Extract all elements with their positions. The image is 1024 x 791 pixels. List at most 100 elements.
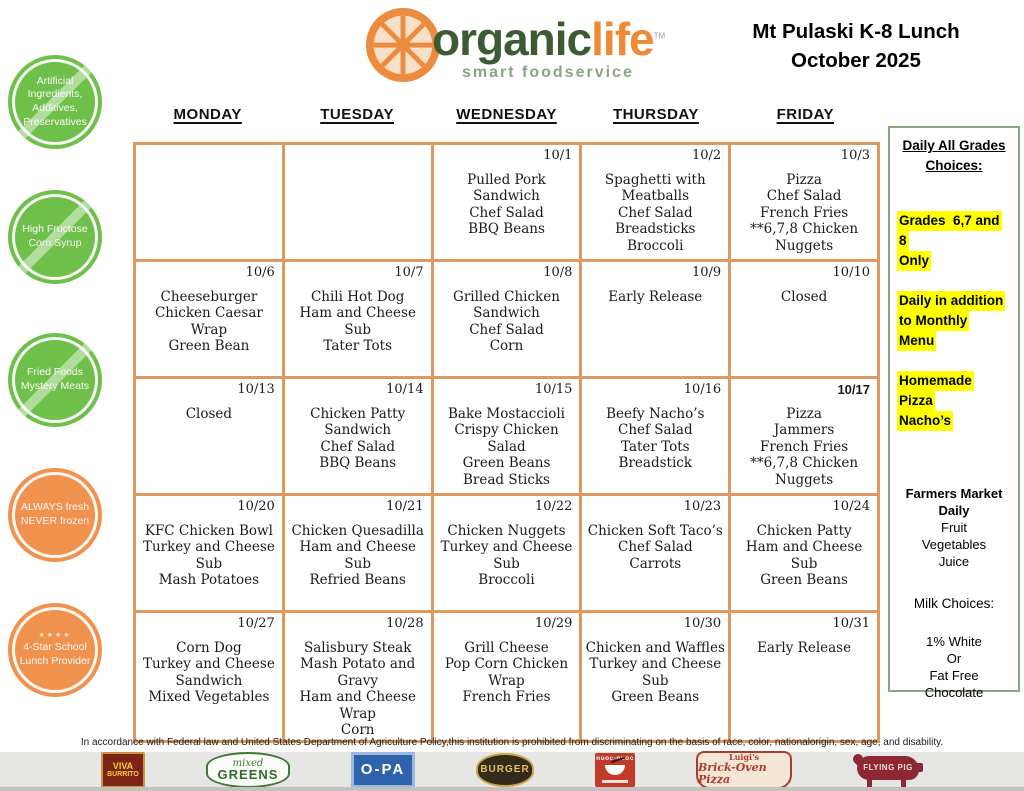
cell-menu-items: Chicken and Waffles Turkey and Cheese Sub… (585, 640, 725, 706)
calendar-week-row: 10/1 Pulled Pork Sandwich Chef Salad BBQ Be… (133, 142, 880, 262)
calendar-cell: 10/20 KFC Chicken Bowl Turkey and Cheese S… (133, 493, 285, 613)
calendar-cell: 10/3 Pizza Chef Salad French Fries **6,7,8 C… (728, 142, 880, 262)
milk-choices-title: Milk Choices: (913, 596, 995, 612)
menu-item: Chicken Soft Taco’s (587, 523, 723, 539)
cell-date: 10/23 (683, 499, 722, 514)
bottom-bar (0, 787, 1024, 791)
no-artificial-ingredients-badge: Artificial Ingredients, Additives, Prese… (8, 55, 102, 149)
stars-icon: ★★★★ (38, 632, 72, 640)
cell-menu-items: Early Release (585, 289, 725, 305)
calendar-grid: 10/1 Pulled Pork Sandwich Chef Salad BBQ Be… (133, 142, 880, 743)
luigis-brick-oven-pizza-logo: Luigi's Brick-Oven Pizza (696, 750, 792, 789)
calendar-week-row: 10/20 KFC Chicken Bowl Turkey and Cheese S… (133, 493, 880, 613)
calendar-cell: 10/27 Corn Dog Turkey and Cheese Sandwich M… (133, 610, 285, 743)
cell-menu-items: Cheeseburger Chicken Caesar Wrap Green Bea… (139, 289, 279, 355)
menu-item: Beefy Nacho’s (606, 406, 705, 422)
menu-item: Tater Tots (323, 338, 392, 355)
cell-date: 10/8 (543, 265, 573, 280)
menu-item: Broccoli (627, 237, 684, 254)
menu-item: Broccoli (478, 572, 535, 589)
calendar-cell: 10/22 Chicken Nuggets Turkey and Cheese Su… (430, 493, 583, 613)
cell-date (288, 146, 428, 148)
calendar-cell: 10/24 Chicken Patty Ham and Cheese Sub Gree… (728, 493, 880, 613)
badge-label: High Fructose Corn Syrup (22, 223, 88, 249)
menu-item: Chef Salad (469, 204, 544, 221)
calendar-cell: 10/30 Chicken and Waffles Turkey and Chees… (579, 610, 732, 743)
cell-date: 10/10 (832, 265, 870, 280)
burger-logo: BURGER (476, 752, 534, 787)
calendar-cell: 10/9 Early Release (579, 259, 732, 379)
menu-item: Salisbury Steak (303, 640, 412, 656)
menu-item: Pulled Pork Sandwich (467, 172, 546, 205)
cell-menu-items: Grilled Chicken Sandwich Chef Salad Corn (437, 289, 577, 355)
calendar-cell: 10/14 Chicken Patty Sandwich Chef Salad BBQ… (281, 376, 434, 496)
menu-item: Ham and Cheese Wrap (299, 689, 416, 722)
calendar-cell: 10/17 Pizza Jammers French Fries **6,7,8 Chi… (728, 376, 880, 496)
menu-item: Corn Dog (176, 640, 242, 656)
pig-icon: FLYING PIG (857, 755, 923, 780)
menu-item: Chicken Nuggets (447, 523, 566, 539)
menu-item: Grill Cheese (464, 640, 549, 656)
menu-title: Mt Pulaski K-8 Lunch October 2025 (728, 18, 984, 75)
cell-date: 10/13 (237, 382, 275, 397)
menu-item: Chicken and Waffles (585, 640, 725, 656)
weekday-label: WEDNESDAY (456, 106, 557, 123)
menu-item: Crispy Chicken Salad (454, 422, 559, 455)
cell-menu-items: Grill Cheese Pop Corn Chicken Wrap French … (437, 640, 577, 706)
cell-date: 10/20 (237, 499, 275, 514)
flying-pig-logo: FLYING PIG (853, 753, 923, 787)
menu-item: Pizza (786, 172, 822, 188)
menu-item: Mash Potatoes (158, 572, 260, 589)
weekday-label: MONDAY (173, 106, 242, 123)
menu-item: Chili Hot Dog (310, 289, 405, 305)
cell-menu-items: Chicken Patty Sandwich Chef Salad BBQ Bean… (288, 406, 428, 472)
milk-choices-list: 1% White Or Fat Free Chocolate (924, 634, 984, 701)
cell-menu-items: Salisbury Steak Mash Potato and Gravy Ham … (288, 640, 428, 739)
calendar-week-row: 10/13 Closed 10/14 Chicken Patty Sandwich Ch… (133, 376, 880, 496)
calendar-cell: 10/28 Salisbury Steak Mash Potato and Grav… (281, 610, 434, 743)
menu-item: Turkey and Cheese Sub (440, 539, 573, 572)
o-pa-logo: O-PA (351, 751, 415, 791)
brand-name: organiclifeTM (432, 13, 666, 65)
weekday-label: TUESDAY (320, 106, 395, 123)
always-fresh-badge: ALWAYS fresh NEVER frozen (8, 468, 102, 562)
menu-item: Chef Salad (617, 204, 693, 221)
calendar-cell: 10/15 Bake Mostaccioli Crispy Chicken Sala… (430, 376, 583, 496)
weekday-header-row: MONDAY TUESDAY WEDNESDAY THURSDAY FRIDAY (133, 106, 880, 123)
usda-disclaimer: In accordance with Federal law and Unite… (80, 737, 944, 748)
cell-menu-items: Chicken Nuggets Turkey and Cheese Sub Broc… (437, 523, 577, 589)
cell-menu-items: KFC Chicken Bowl Turkey and Cheese Sub Mas… (139, 523, 279, 589)
cell-date: 10/31 (832, 616, 870, 631)
menu-item: Breadsticks (615, 221, 696, 238)
menu-item: Cheeseburger (160, 289, 258, 305)
menu-item: Carrots (629, 555, 682, 572)
cell-menu-items: Closed (139, 406, 279, 422)
badge-label: Fried Foods Mystery Meats (20, 366, 90, 392)
badge-label: ALWAYS fresh NEVER frozen (20, 501, 90, 527)
no-fried-foods-badge: Fried Foods Mystery Meats (8, 333, 102, 427)
calendar-cell: 10/6 Cheeseburger Chicken Caesar Wrap Green… (133, 259, 285, 379)
cell-date: 10/9 (691, 265, 722, 280)
cell-menu-items: Pulled Pork Sandwich Chef Salad BBQ Beans (437, 172, 577, 238)
menu-item: Turkey and Cheese Sub (589, 656, 722, 689)
cell-date: 10/28 (386, 616, 424, 631)
menu-item: **6,7,8 Chicken Nuggets (750, 455, 859, 488)
menu-item: French Fries (462, 689, 551, 706)
cell-menu-items: Chicken Soft Taco’s Chef Salad Carrots (585, 523, 725, 572)
vendor-logo-strip: VIVA BURRITO mixed GREENS O-PA BURGER nu… (0, 750, 1024, 791)
cell-date: 10/15 (534, 382, 573, 397)
menu-item: Bake Mostaccioli (447, 406, 565, 422)
cell-menu-items: Corn Dog Turkey and Cheese Sandwich Mixed … (139, 640, 279, 706)
menu-item: Green Bean (168, 338, 250, 355)
nuoc-nuoc-logo: nuoc-nuoc (595, 752, 635, 787)
cell-date: 10/21 (386, 499, 424, 514)
cell-date (139, 146, 279, 148)
menu-title-line1: Mt Pulaski K-8 Lunch (752, 20, 960, 43)
cell-date: 10/1 (543, 148, 573, 163)
menu-item: Green Beans (760, 572, 848, 589)
cell-date: 10/24 (832, 499, 870, 514)
badge-label: 4-Star School Lunch Provider (19, 641, 91, 667)
cell-menu-items: Early Release (734, 640, 874, 656)
menu-item: Closed (185, 406, 233, 422)
viva-burrito-logo: VIVA BURRITO (101, 751, 145, 788)
